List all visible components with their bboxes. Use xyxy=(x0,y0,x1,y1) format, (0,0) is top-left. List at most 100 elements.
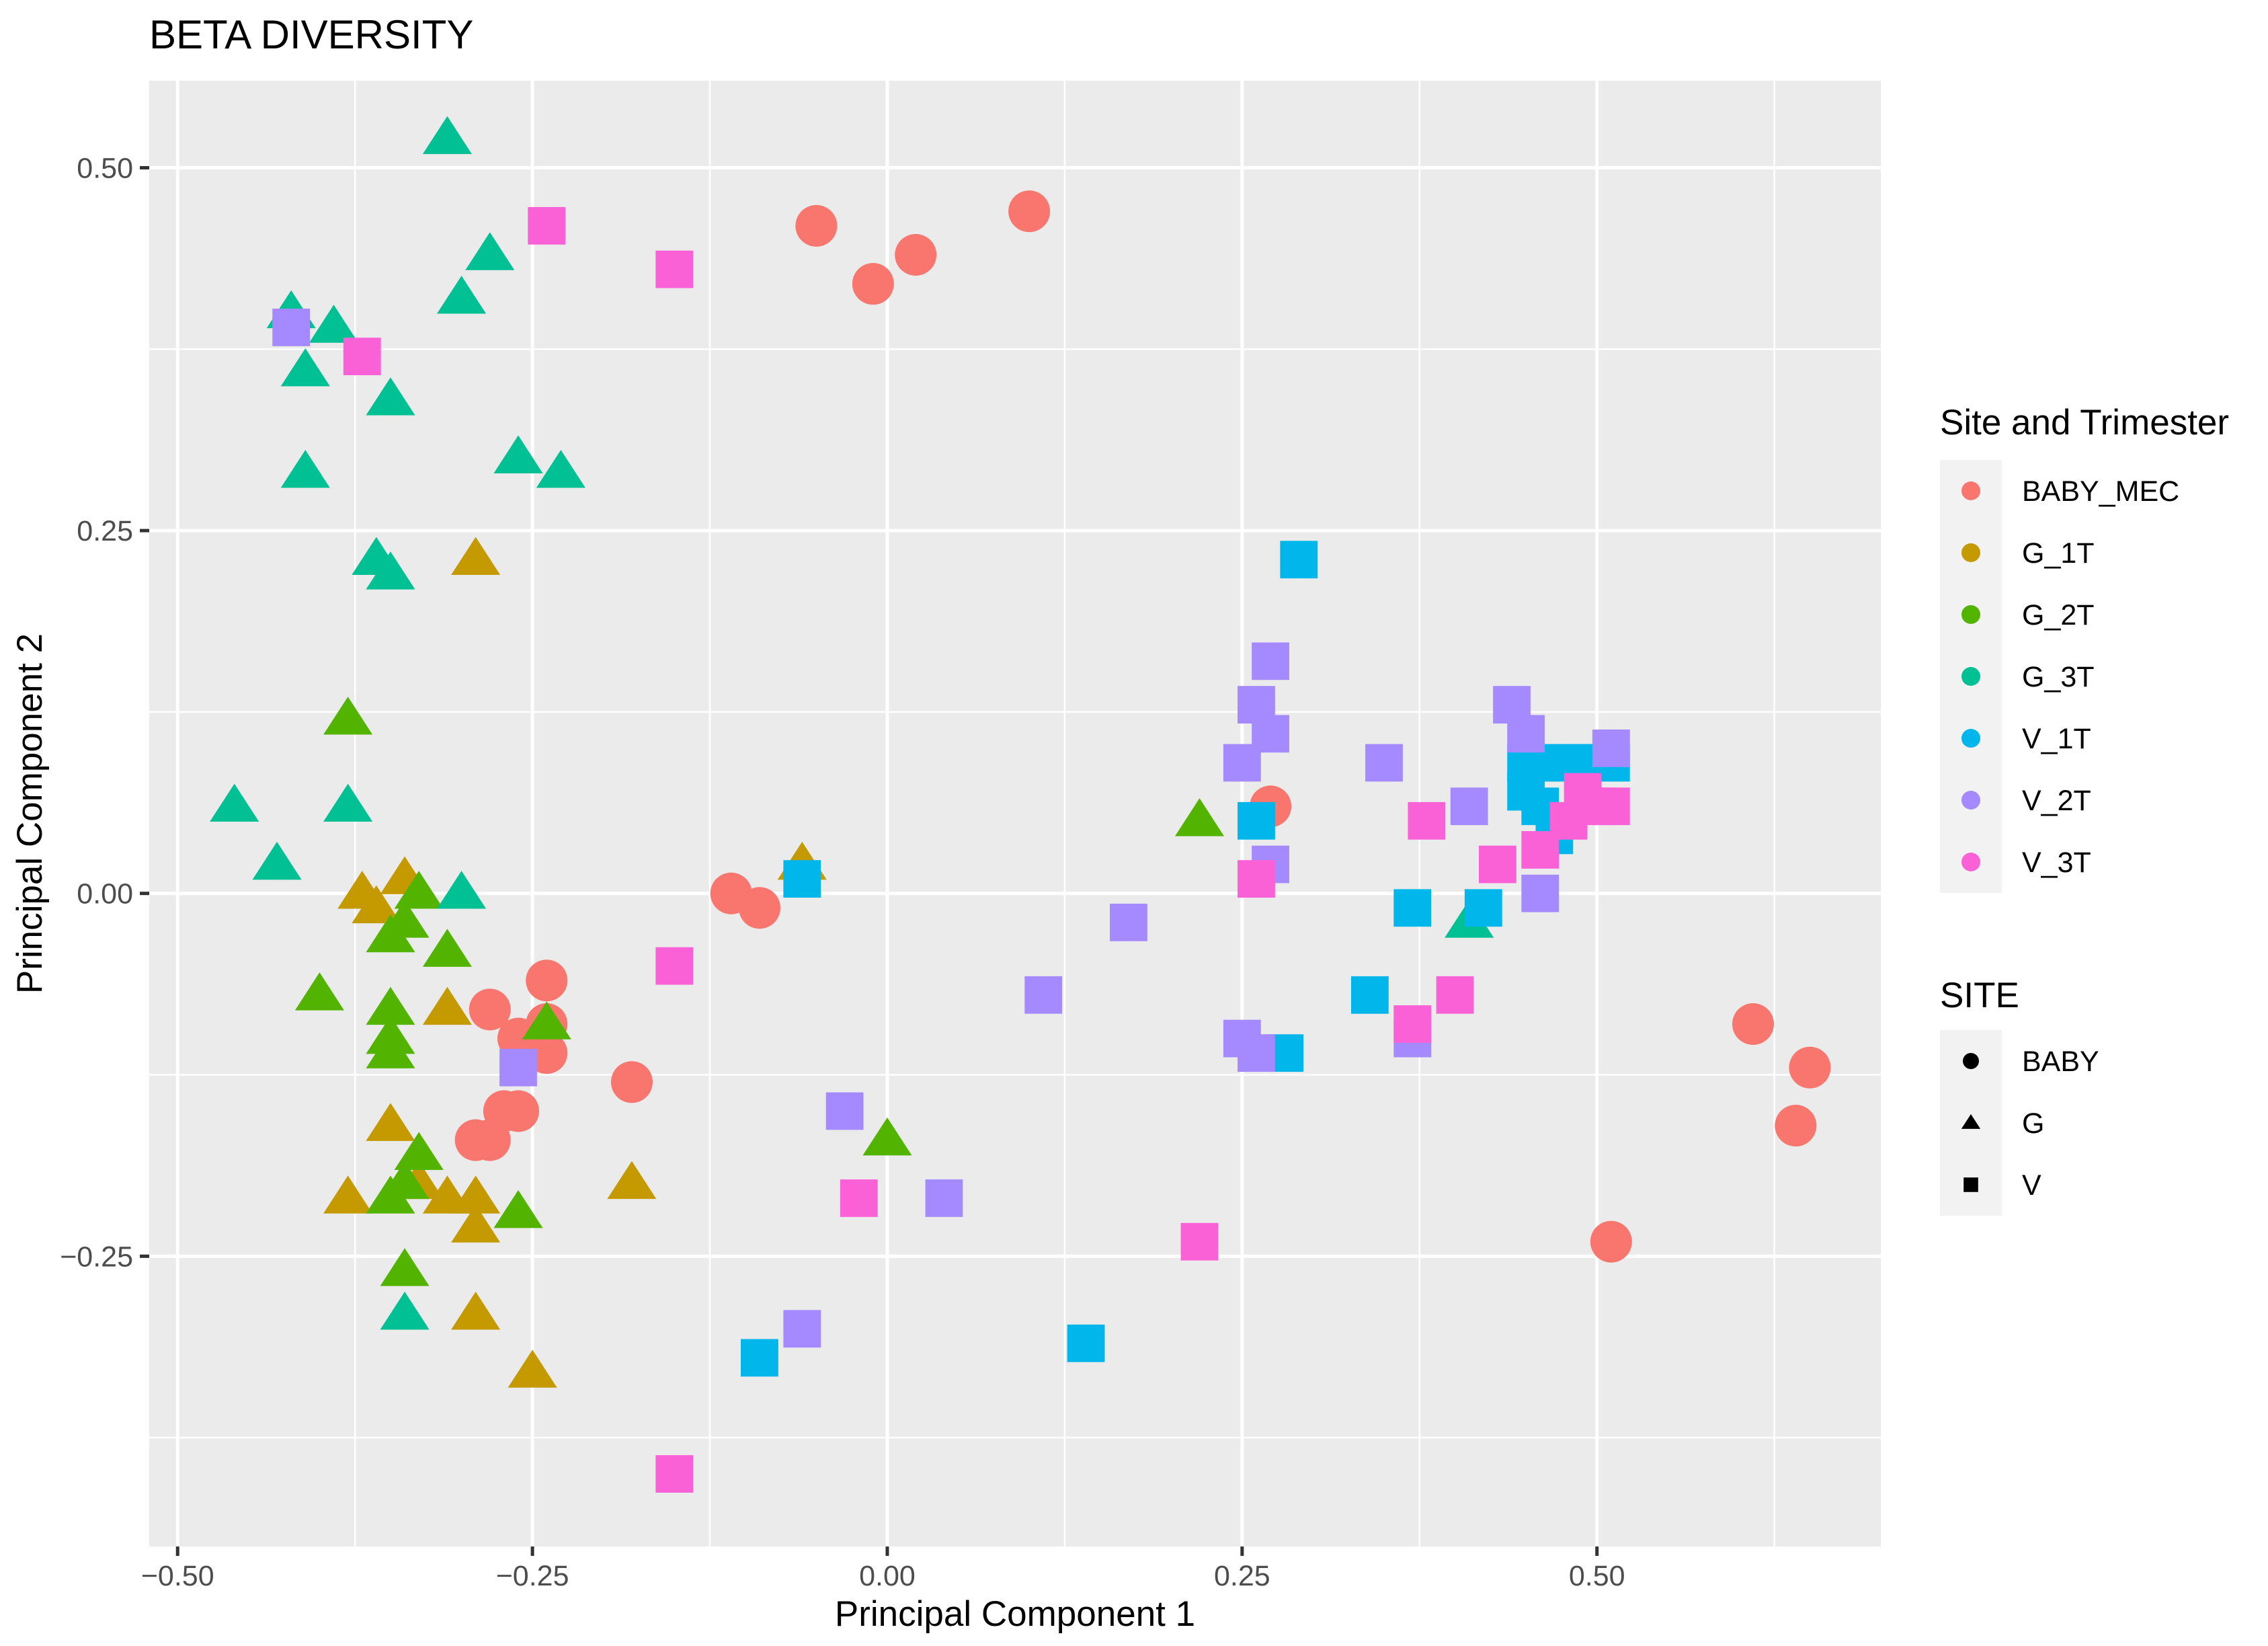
data-point xyxy=(1436,976,1474,1014)
legend-key-baby-mec xyxy=(1961,481,1980,500)
data-point xyxy=(852,263,894,305)
legend-key-g-2t xyxy=(1961,605,1980,624)
y-tick-label: 0.00 xyxy=(77,878,133,910)
data-point xyxy=(309,305,359,343)
data-point xyxy=(451,1204,501,1243)
data-point xyxy=(783,860,821,898)
data-point xyxy=(1393,889,1432,927)
legend-label: V xyxy=(2022,1169,2041,1202)
data-point xyxy=(738,887,780,929)
legend-label: V_1T xyxy=(2022,723,2091,755)
data-point xyxy=(366,1030,415,1068)
series-v-3t xyxy=(343,206,1630,1493)
data-point xyxy=(366,377,415,416)
data-point xyxy=(323,697,373,735)
legend-label: BABY_MEC xyxy=(2022,475,2179,508)
data-point xyxy=(1408,801,1446,840)
data-point xyxy=(1280,541,1318,579)
data-point xyxy=(422,929,472,967)
data-point xyxy=(1350,976,1389,1014)
legend-label: G_2T xyxy=(2022,599,2095,631)
data-point xyxy=(1024,976,1063,1014)
legend-key-v-3t xyxy=(1961,853,1980,871)
data-point xyxy=(741,1339,778,1377)
data-point xyxy=(526,959,568,1002)
data-point xyxy=(1464,889,1502,927)
data-point xyxy=(1393,1005,1432,1043)
data-point xyxy=(497,1090,539,1132)
data-point xyxy=(493,1189,543,1228)
data-point xyxy=(1775,1105,1817,1147)
data-point xyxy=(607,1161,657,1200)
data-point xyxy=(252,841,302,880)
x-axis-title: Principal Component 1 xyxy=(835,1594,1195,1634)
data-point xyxy=(436,871,487,909)
data-point xyxy=(493,435,543,473)
data-point xyxy=(1067,1324,1105,1362)
data-point xyxy=(1732,1003,1774,1045)
legend-site-title: SITE xyxy=(1940,976,2019,1015)
data-point xyxy=(1223,744,1261,782)
legend-key-baby xyxy=(1963,1053,1979,1069)
data-point xyxy=(783,1310,821,1348)
data-point xyxy=(610,1061,653,1103)
data-point xyxy=(366,551,415,590)
data-point xyxy=(366,986,415,1025)
legend-label: BABY xyxy=(2022,1046,2099,1078)
data-point xyxy=(925,1179,963,1217)
data-point xyxy=(451,1175,501,1214)
data-point xyxy=(1590,1220,1632,1263)
data-point xyxy=(366,914,415,953)
data-point xyxy=(895,234,937,276)
data-point xyxy=(394,871,444,909)
data-point xyxy=(451,537,501,576)
data-point xyxy=(294,972,344,1011)
data-point xyxy=(522,1001,571,1040)
data-point xyxy=(1507,715,1545,753)
data-point xyxy=(825,1092,864,1130)
data-point xyxy=(1592,787,1630,826)
data-point xyxy=(469,988,511,1031)
y-tick-label: 0.50 xyxy=(77,153,133,185)
data-point xyxy=(655,1455,694,1493)
data-point xyxy=(210,783,259,822)
data-point xyxy=(528,206,566,245)
data-point xyxy=(469,1119,511,1161)
x-tick-label: 0.50 xyxy=(1569,1560,1625,1592)
minor-grid xyxy=(149,81,1881,1546)
data-point xyxy=(1521,874,1560,912)
data-point xyxy=(536,450,585,488)
data-point xyxy=(508,1349,557,1388)
legend-key-g xyxy=(1961,1113,1981,1129)
data-point xyxy=(422,986,472,1025)
data-points xyxy=(210,116,1831,1493)
y-axis-title: Principal Component 2 xyxy=(10,633,50,994)
data-point xyxy=(343,338,381,375)
series-v-2t xyxy=(272,309,1630,1348)
legend-key-g-1t xyxy=(1961,543,1980,562)
data-point xyxy=(465,232,515,270)
data-point xyxy=(655,947,694,985)
data-point xyxy=(280,348,330,387)
legend-site-and-trimester: Site and Trimester BABY_MEC G_1T G_2T G_3T V… xyxy=(1940,403,2229,893)
legend-label: G_1T xyxy=(2022,537,2095,570)
data-point xyxy=(380,1161,430,1200)
data-point xyxy=(1238,801,1275,840)
data-point xyxy=(499,1048,537,1087)
x-tick-label: 0.25 xyxy=(1214,1560,1270,1592)
x-tick-label: 0.00 xyxy=(859,1560,916,1592)
y-tick-label: 0.25 xyxy=(77,515,133,547)
data-point xyxy=(840,1179,878,1217)
data-point xyxy=(1238,1034,1275,1072)
data-point xyxy=(1450,787,1488,826)
data-point xyxy=(380,1248,430,1286)
data-point xyxy=(1180,1222,1219,1261)
data-point xyxy=(1110,903,1147,941)
y-axis: −0.25 0.00 0.25 0.50 xyxy=(60,153,149,1273)
x-tick-label: −0.25 xyxy=(496,1560,569,1592)
data-point xyxy=(1252,642,1289,680)
data-point xyxy=(366,1103,415,1141)
legend-label: G_3T xyxy=(2022,661,2095,693)
data-point xyxy=(1789,1046,1831,1089)
